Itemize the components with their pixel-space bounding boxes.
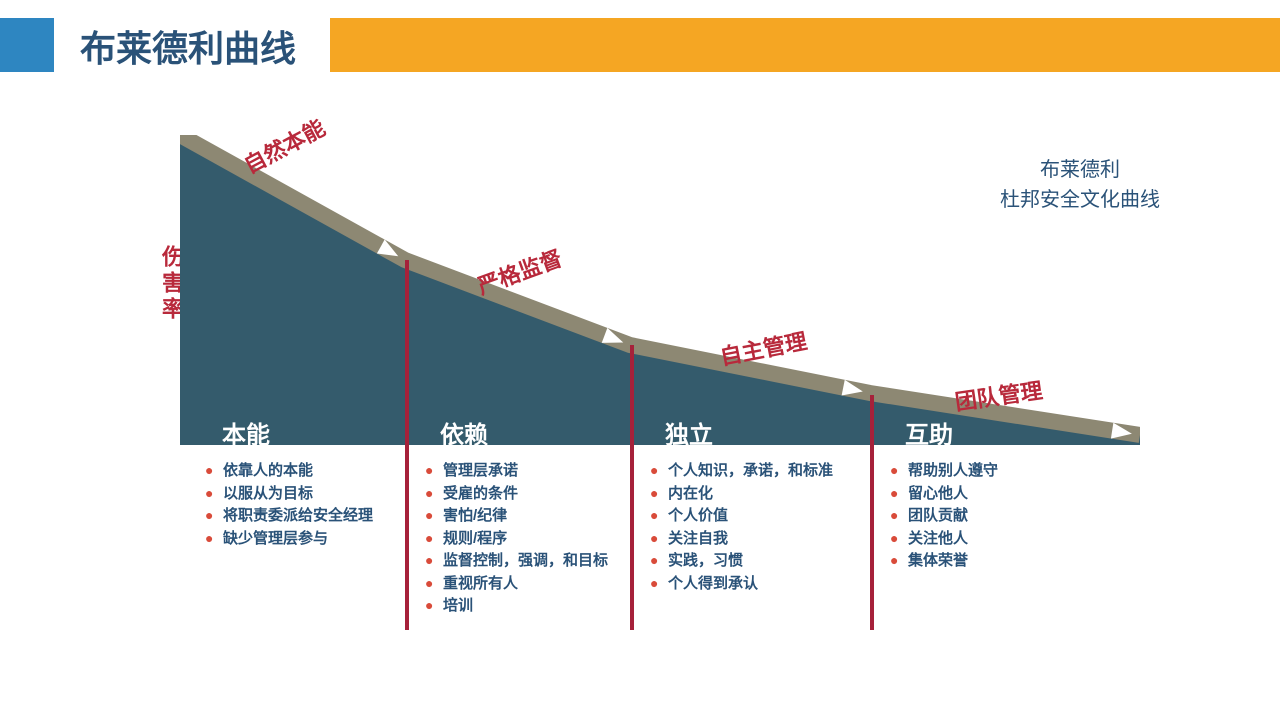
stage-list-item: 个人得到承认	[650, 573, 860, 596]
stage-list-item: 个人价值	[650, 505, 860, 528]
stage-divider-2	[870, 395, 874, 630]
stage-list-0: 依靠人的本能以服从为目标将职责委派给安全经理缺少管理层参与	[205, 460, 415, 550]
stage-title-0: 本能	[222, 415, 270, 450]
stage-list-item: 管理层承诺	[425, 460, 635, 483]
stage-list-item: 受雇的条件	[425, 483, 635, 506]
stage-list-item: 关注他人	[890, 528, 1100, 551]
stage-list-3: 帮助别人遵守留心他人团队贡献关注他人集体荣誉	[890, 460, 1100, 573]
stage-list-item: 留心他人	[890, 483, 1100, 506]
stage-list-item: 个人知识，承诺，和标准	[650, 460, 860, 483]
stage-list-item: 依靠人的本能	[205, 460, 415, 483]
stage-list-item: 规则/程序	[425, 528, 635, 551]
stage-list-item: 培训	[425, 595, 635, 618]
stage-list-1: 管理层承诺受雇的条件害怕/纪律规则/程序监督控制，强调，和目标重视所有人培训	[425, 460, 635, 618]
stage-list-item: 将职责委派给安全经理	[205, 505, 415, 528]
stage-list-item: 关注自我	[650, 528, 860, 551]
stage-title-2: 独立	[665, 415, 713, 450]
stage-list-item: 实践，习惯	[650, 550, 860, 573]
stage-list-item: 内在化	[650, 483, 860, 506]
stage-title-3: 互助	[905, 415, 953, 450]
stage-divider-0	[405, 260, 409, 630]
stage-list-2: 个人知识，承诺，和标准内在化个人价值关注自我实践，习惯个人得到承认	[650, 460, 860, 595]
stage-list-item: 害怕/纪律	[425, 505, 635, 528]
stage-list-item: 重视所有人	[425, 573, 635, 596]
stage-list-item: 帮助别人遵守	[890, 460, 1100, 483]
header-blue-block	[0, 18, 54, 72]
stage-list-item: 集体荣誉	[890, 550, 1100, 573]
stage-title-1: 依赖	[440, 415, 488, 450]
stage-list-item: 团队贡献	[890, 505, 1100, 528]
header-orange-bar	[330, 18, 1280, 72]
stage-list-item: 监督控制，强调，和目标	[425, 550, 635, 573]
stage-list-item: 缺少管理层参与	[205, 528, 415, 551]
stage-list-item: 以服从为目标	[205, 483, 415, 506]
slide-title: 布莱德利曲线	[80, 20, 296, 72]
slide-header: 布莱德利曲线	[0, 0, 1280, 75]
